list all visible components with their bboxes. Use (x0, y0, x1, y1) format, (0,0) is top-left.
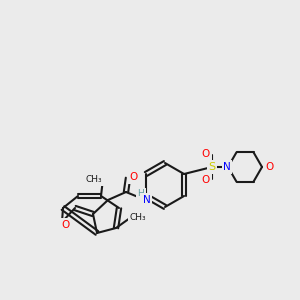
Text: CH₃: CH₃ (130, 214, 146, 223)
Text: H: H (138, 190, 144, 199)
Text: O: O (265, 162, 273, 172)
Text: N: N (143, 195, 151, 205)
Text: O: O (202, 149, 210, 159)
Text: CH₃: CH₃ (86, 176, 102, 184)
Text: N: N (223, 162, 231, 172)
Text: O: O (130, 172, 138, 182)
Text: S: S (208, 162, 216, 172)
Text: O: O (61, 220, 69, 230)
Text: O: O (202, 175, 210, 185)
